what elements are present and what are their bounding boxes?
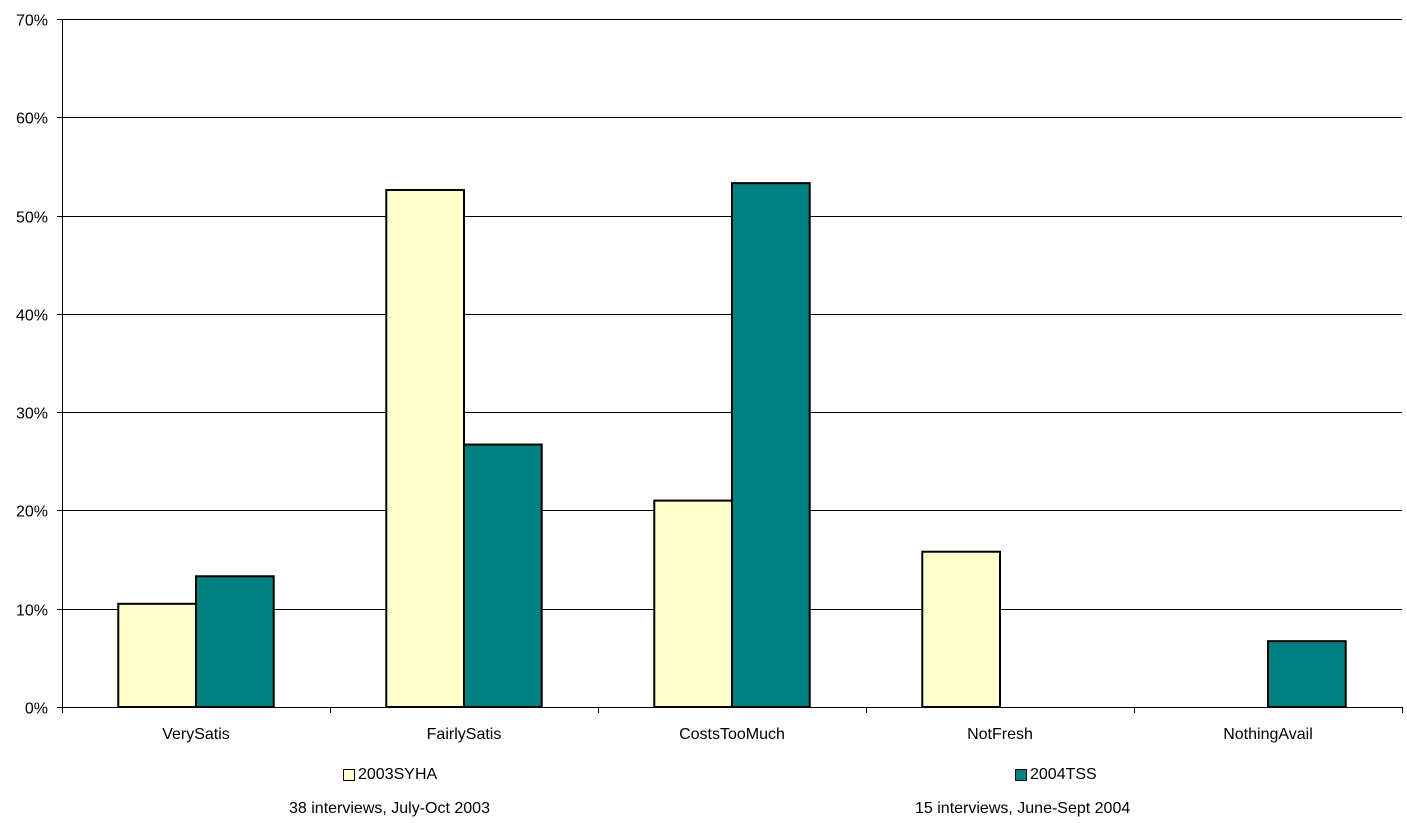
legend-swatch-2003syha bbox=[343, 769, 355, 781]
axes bbox=[57, 19, 1403, 713]
bars bbox=[117, 182, 1347, 709]
y-tick-labels: 0% 10% 20% 30% 40% 50% 60% 70% bbox=[16, 13, 48, 718]
note-2003: 38 interviews, July-Oct 2003 bbox=[289, 800, 490, 817]
bar-2004tss-fairlysatis bbox=[463, 443, 543, 708]
y-tick-label: 30% bbox=[16, 406, 48, 423]
legend-item-2004tss: 2004TSS bbox=[1015, 766, 1097, 784]
y-tick-label: 60% bbox=[16, 111, 48, 128]
legend-label-2003syha: 2003SYHA bbox=[358, 766, 438, 783]
y-tick-label: 0% bbox=[25, 701, 48, 718]
y-tick-label: 50% bbox=[16, 210, 48, 227]
bar-2003syha-coststoomuch bbox=[653, 499, 734, 708]
bar-2004tss-coststoomuch bbox=[731, 182, 811, 708]
x-tick-labels: VerySatis FairlySatis CostsTooMuch NotFresh… bbox=[162, 726, 1313, 743]
y-tick-label: 40% bbox=[16, 308, 48, 325]
y-tick-label: 20% bbox=[16, 504, 48, 521]
note-2004: 15 interviews, June-Sept 2004 bbox=[915, 800, 1131, 817]
bar-2003syha-notfresh bbox=[921, 550, 1002, 708]
x-tick-label: VerySatis bbox=[162, 726, 230, 743]
x-tick-label: CostsTooMuch bbox=[679, 726, 785, 743]
y-tick-label: 10% bbox=[16, 603, 48, 620]
x-tick-label: FairlySatis bbox=[427, 726, 502, 743]
legend-item-2003syha: 2003SYHA bbox=[343, 766, 437, 784]
bar-2004tss-verysatis bbox=[195, 575, 275, 709]
x-tick-label: NotFresh bbox=[967, 726, 1033, 743]
legend-label-2004tss: 2004TSS bbox=[1030, 766, 1097, 783]
legend-swatch-2004tss bbox=[1015, 769, 1027, 781]
bar-2003syha-fairlysatis bbox=[385, 189, 465, 708]
bar-2004tss-nothingavail bbox=[1267, 640, 1347, 708]
bar-2003syha-verysatis bbox=[117, 602, 197, 708]
y-tick-label: 70% bbox=[16, 13, 48, 30]
x-tick-label: NothingAvail bbox=[1223, 726, 1313, 743]
